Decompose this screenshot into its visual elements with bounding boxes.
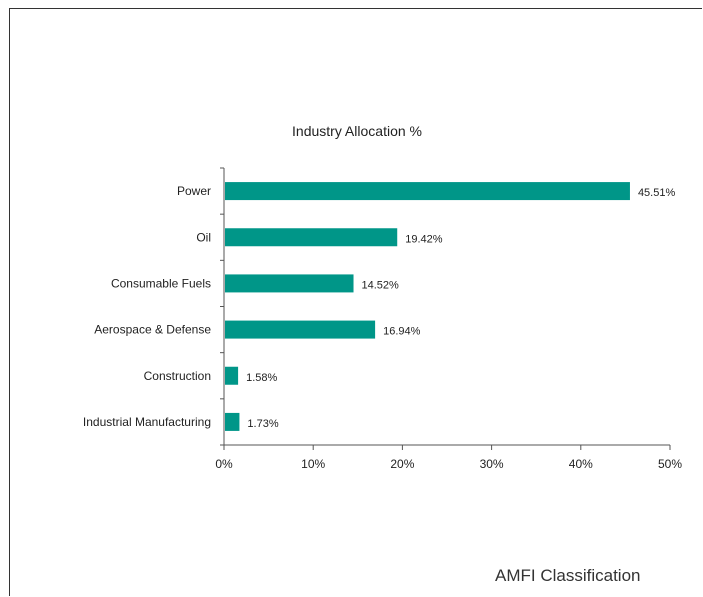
- x-tick-label: 0%: [215, 457, 233, 471]
- chart-labels: Power 45.51% Oil 19.42% Consumable Fuels 14.5…: [83, 184, 676, 430]
- chart-bars: [225, 182, 630, 431]
- x-tick-label: 20%: [390, 457, 414, 471]
- bar: [225, 366, 239, 385]
- value-label: 1.73%: [247, 418, 278, 430]
- bar: [225, 274, 354, 293]
- chart-frame: [9, 8, 702, 596]
- x-tick-label: 30%: [480, 457, 504, 471]
- value-label: 16.94%: [383, 326, 421, 338]
- category-label: Construction: [144, 369, 211, 383]
- classification-label: AMFI Classification: [495, 566, 641, 585]
- category-label: Oil: [196, 230, 211, 244]
- x-tick-label: 40%: [569, 457, 593, 471]
- category-label: Power: [177, 184, 211, 198]
- category-label: Aerospace & Defense: [94, 323, 211, 337]
- chart-title: Industry Allocation %: [292, 123, 422, 139]
- category-label: Industrial Manufacturing: [83, 415, 211, 429]
- chart-axes: 0% 10% 20% 30% 40% 50%: [215, 167, 682, 471]
- value-label: 14.52%: [362, 279, 400, 291]
- bar: [225, 182, 630, 201]
- category-label: Consumable Fuels: [111, 276, 211, 290]
- value-label: 45.51%: [638, 187, 676, 199]
- value-label: 19.42%: [405, 233, 443, 245]
- bar: [225, 412, 240, 431]
- bar: [225, 320, 376, 339]
- value-label: 1.58%: [246, 372, 277, 384]
- x-tick-label: 10%: [301, 457, 325, 471]
- bar: [225, 228, 398, 247]
- x-tick-label: 50%: [658, 457, 682, 471]
